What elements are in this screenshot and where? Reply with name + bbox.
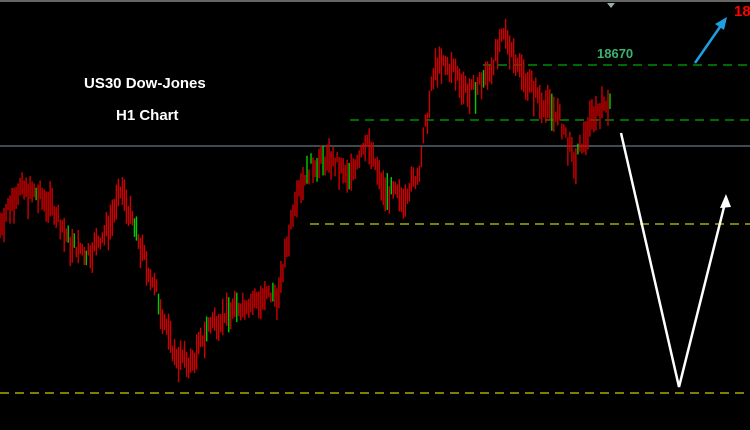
- target-arrowhead-icon: [715, 17, 727, 30]
- projection-arrowhead-icon: [720, 194, 731, 208]
- timeframe-label: H1 Chart: [116, 107, 179, 124]
- symbol-label: US30 Dow-Jones: [84, 75, 206, 92]
- target-arrow: [693, 23, 724, 64]
- target-label: 18: [734, 3, 750, 20]
- shift-marker-icon: [607, 3, 615, 8]
- level-label-18670: 18670: [597, 46, 634, 61]
- projection-path: [619, 132, 728, 388]
